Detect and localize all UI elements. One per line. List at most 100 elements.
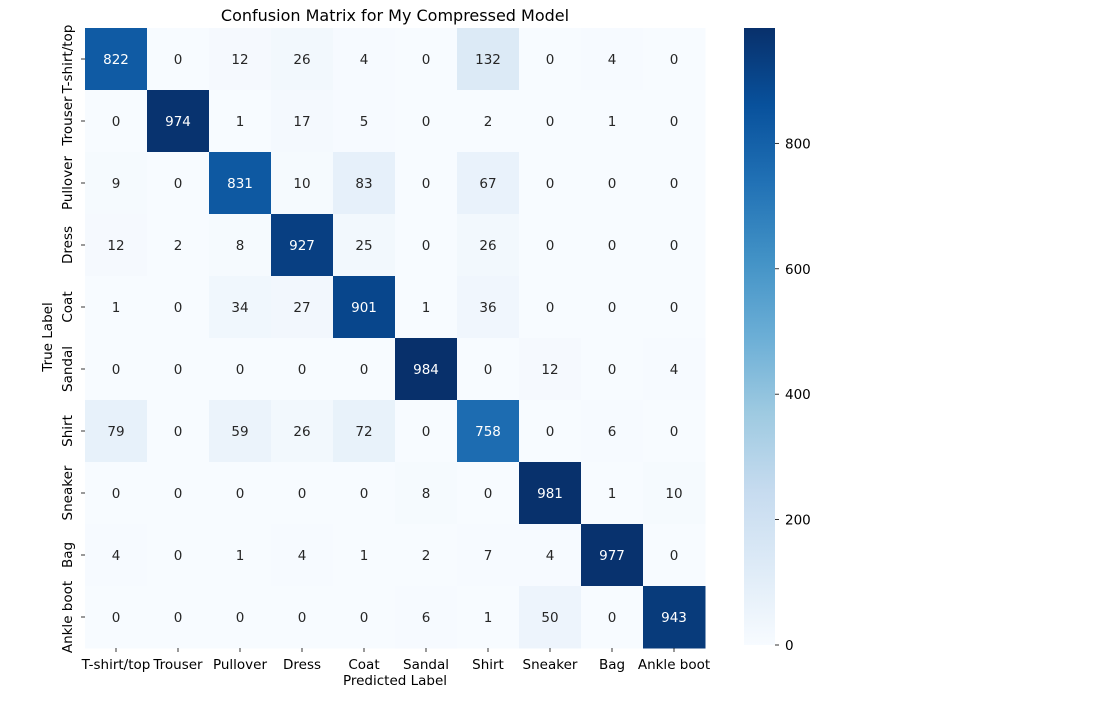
heatmap-cell: [271, 152, 334, 215]
heatmap-cell: [457, 276, 520, 339]
heatmap-cell: [271, 28, 334, 91]
heatmap-cell: [581, 400, 644, 463]
cell-value-label: 4: [298, 548, 307, 564]
cell-value-label: 0: [174, 424, 183, 440]
cell-value-label: 0: [174, 610, 183, 626]
cell-value-label: 2: [484, 114, 493, 130]
heatmap-cell: [333, 524, 396, 587]
cell-value-label: 2: [422, 548, 431, 564]
heatmap-cell: [395, 276, 458, 339]
x-tick-label: Coat: [348, 657, 379, 673]
cell-value-label: 10: [293, 176, 310, 192]
cell-value-label: 0: [670, 548, 679, 564]
heatmap-cell: [85, 586, 148, 649]
y-tick-label: Sandal: [60, 346, 76, 392]
heatmap-cell: [147, 400, 210, 463]
cell-value-label: 27: [293, 300, 310, 316]
y-tick-label: T-shirt/top: [60, 25, 76, 95]
heatmap-cell: [395, 524, 458, 587]
heatmap-cells: 822 0 12 26 4 0 132 0 4 00 974 1 17 5 0 2 0 1 09 0 831 10 83 0 6…: [85, 28, 706, 649]
x-tick-label: Trouser: [152, 657, 203, 673]
cell-value-label: 12: [107, 238, 124, 254]
cell-value-label: 4: [670, 362, 679, 378]
y-tick-label: Bag: [60, 542, 76, 568]
heatmap-cell: [643, 152, 706, 215]
cell-value-label: 943: [661, 610, 687, 626]
cell-value-label: 0: [112, 362, 121, 378]
heatmap-cell: [333, 152, 396, 215]
cell-value-label: 10: [665, 486, 682, 502]
cell-value-label: 6: [422, 610, 431, 626]
heatmap-cell: [209, 276, 272, 339]
heatmap-cell: [457, 338, 520, 401]
chart-title: Confusion Matrix for My Compressed Model: [221, 6, 569, 25]
heatmap-cell: [209, 152, 272, 215]
cell-value-label: 0: [422, 114, 431, 130]
colorbar-tick-label: 400: [785, 387, 811, 403]
heatmap-cell: [147, 586, 210, 649]
cell-value-label: 26: [479, 238, 496, 254]
heatmap-cell: [333, 462, 396, 525]
y-tick-label: Shirt: [60, 415, 76, 447]
y-tick-label: Pullover: [60, 156, 76, 211]
heatmap-cell: [581, 276, 644, 339]
heatmap-cell: [147, 276, 210, 339]
heatmap-cell: [395, 338, 458, 401]
cell-value-label: 0: [298, 486, 307, 502]
x-tick-label: Bag: [599, 657, 625, 673]
heatmap-cell: [271, 90, 334, 153]
y-tick-label: Coat: [60, 291, 76, 322]
cell-value-label: 17: [293, 114, 310, 130]
cell-value-label: 0: [484, 486, 493, 502]
cell-value-label: 83: [355, 176, 372, 192]
y-tick-label: Trouser: [60, 96, 76, 147]
x-tick-label: T-shirt/top: [81, 657, 151, 673]
heatmap-cell: [581, 338, 644, 401]
cell-value-label: 1: [236, 548, 245, 564]
heatmap-cell: [519, 400, 582, 463]
heatmap-cell: [519, 276, 582, 339]
cell-value-label: 0: [546, 176, 555, 192]
cell-value-label: 0: [670, 300, 679, 316]
cell-value-label: 977: [599, 548, 625, 564]
heatmap-cell: [643, 400, 706, 463]
cell-value-label: 0: [360, 486, 369, 502]
cell-value-label: 0: [670, 176, 679, 192]
cell-value-label: 0: [670, 238, 679, 254]
heatmap-cell: [147, 90, 210, 153]
heatmap-cell: [395, 462, 458, 525]
cell-value-label: 1: [608, 114, 617, 130]
cell-value-label: 0: [670, 52, 679, 68]
cell-value-label: 0: [174, 362, 183, 378]
cell-value-label: 26: [293, 52, 310, 68]
cell-value-label: 132: [475, 52, 501, 68]
cell-value-label: 0: [236, 610, 245, 626]
heatmap-cell: [85, 462, 148, 525]
x-tick-label: Sneaker: [523, 657, 578, 673]
colorbar-tick-label: 200: [785, 513, 811, 529]
cell-value-label: 984: [413, 362, 439, 378]
cell-value-label: 901: [351, 300, 377, 316]
cell-value-label: 0: [422, 238, 431, 254]
cell-value-label: 0: [546, 300, 555, 316]
cell-value-label: 0: [546, 238, 555, 254]
heatmap-cell: [85, 152, 148, 215]
heatmap-cell: [581, 586, 644, 649]
cell-value-label: 12: [541, 362, 558, 378]
heatmap-cell: [643, 276, 706, 339]
cell-value-label: 0: [236, 486, 245, 502]
cell-value-label: 8: [236, 238, 245, 254]
cell-value-label: 0: [546, 114, 555, 130]
heatmap-cell: [209, 90, 272, 153]
cell-value-label: 0: [608, 300, 617, 316]
heatmap-cell: [147, 214, 210, 277]
x-axis-label: Predicted Label: [343, 673, 447, 689]
cell-value-label: 7: [484, 548, 493, 564]
cell-value-label: 0: [608, 362, 617, 378]
cell-value-label: 36: [479, 300, 496, 316]
cell-value-label: 758: [475, 424, 501, 440]
heatmap-cell: [147, 462, 210, 525]
heatmap-cell: [395, 400, 458, 463]
